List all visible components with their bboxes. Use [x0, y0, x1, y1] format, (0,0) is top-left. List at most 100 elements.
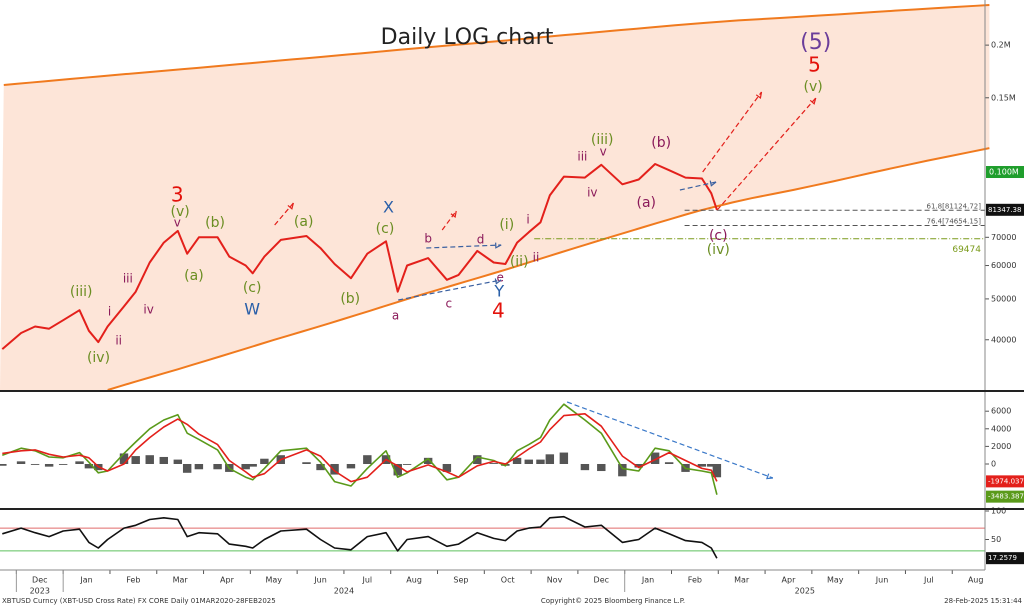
trend-arrow [716, 97, 817, 211]
histogram-bar [194, 463, 204, 470]
wave-label: (v) [804, 79, 823, 95]
x-tick-label: May [827, 576, 844, 585]
histogram-bar [145, 455, 154, 464]
x-tick-label: Jul [923, 576, 934, 585]
histogram-bar [707, 463, 716, 467]
wave-label: (ii) [510, 254, 529, 270]
arrow-head [766, 473, 773, 480]
wave-label: (5) [800, 30, 831, 55]
y-tick-label: 50000 [991, 294, 1016, 303]
histogram-bar [0, 463, 7, 466]
wave-label: W [244, 300, 260, 319]
wave-label: ii [115, 334, 122, 348]
y-tick-label: 0 [991, 459, 996, 468]
wave-label: 4 [492, 299, 505, 323]
histogram-bar [346, 463, 356, 469]
last-value-box [986, 490, 1024, 503]
x-tick-label: May [265, 576, 282, 585]
wave-label: 5 [808, 53, 821, 77]
y-tick-label: 60000 [991, 261, 1016, 270]
x-tick-label: Aug [406, 576, 422, 585]
last-value-box [986, 552, 1024, 565]
wave-label: a [392, 309, 399, 323]
y-tick-label: 0.15M [991, 93, 1016, 102]
x-tick-label: Feb [126, 576, 140, 585]
arrow-head [755, 91, 763, 99]
wave-label: (iii) [70, 284, 93, 300]
channel-fill [0, 5, 990, 390]
wave-label: (a) [184, 268, 204, 284]
series-line [2, 413, 718, 483]
x-tick-label: Oct [501, 576, 515, 585]
histogram-bar [559, 452, 569, 464]
last-value-label: 81347.38 [988, 206, 1021, 214]
histogram-bar [302, 462, 311, 464]
histogram-bar [119, 453, 129, 464]
histogram-bar [248, 463, 257, 467]
plot-layer: 400005000060000700000.15M0.2M0.100M61.8[… [0, 4, 1024, 596]
histogram-bar [159, 456, 168, 464]
wave-label: v [174, 216, 181, 230]
histogram-bar [84, 463, 94, 469]
wave-label: (iii) [591, 132, 614, 148]
y-tick-label: 40000 [991, 335, 1016, 344]
series-line [2, 403, 718, 495]
x-tick-label: Aug [968, 576, 984, 585]
wave-label: iii [123, 272, 133, 286]
wave-label: (b) [340, 291, 360, 307]
wave-label: iv [587, 186, 597, 200]
wave-label: iv [143, 303, 153, 317]
wave-label: (i) [499, 217, 514, 233]
last-value-label: -1974.0371 [988, 477, 1024, 485]
footer-right: 28-Feb-2025 15:31:44 [944, 597, 1022, 605]
histogram-bar [712, 463, 722, 478]
arrow-head [494, 278, 502, 285]
y-tick-label: 50 [991, 535, 1001, 544]
histogram-bar [393, 463, 402, 476]
histogram-bar [442, 463, 452, 472]
last-value-box [986, 475, 1024, 488]
x-tick-label: Jul [361, 576, 372, 585]
y-tick-label: 4000 [991, 424, 1011, 433]
wave-label: v [600, 145, 607, 159]
histogram-bar [545, 454, 555, 464]
histogram-bar [213, 463, 222, 470]
histogram-bar [241, 463, 250, 470]
histogram-bar [330, 463, 339, 475]
histogram-bar [664, 462, 674, 464]
wave-label: Y [493, 282, 504, 301]
histogram-bar [131, 456, 140, 464]
last-value-label: -3483.3875 [988, 493, 1024, 501]
y-tick-label: 0.2M [991, 41, 1011, 50]
x-tick-label: Mar [173, 576, 189, 585]
wave-label: i [526, 213, 529, 227]
footer-center: Copyright© 2025 Bloomberg Finance L.P. [541, 597, 685, 605]
histogram-bar [16, 461, 26, 464]
wave-label: (c) [243, 280, 262, 296]
trend-arrow [441, 210, 457, 231]
x-tick-label: Jun [875, 576, 889, 585]
arrow-head [287, 202, 294, 210]
x-tick-label: Apr [782, 576, 797, 585]
wave-label: (c) [709, 228, 728, 244]
histogram-bar [75, 461, 84, 464]
x-tick-label: Jan [79, 576, 92, 585]
wave-label: i [108, 305, 111, 319]
level-box [986, 166, 1024, 179]
level-label: 69474 [952, 245, 981, 255]
x-tick-label: Apr [220, 576, 235, 585]
wave-label: (v) [171, 204, 190, 220]
histogram-bar [402, 463, 412, 465]
wave-label: (c) [376, 221, 395, 237]
histogram-bar [512, 457, 522, 464]
x-tick-label: Mar [734, 576, 750, 585]
x-tick-label: Feb [688, 576, 702, 585]
arrow-head [495, 242, 502, 249]
trend-arrow [679, 181, 717, 191]
histogram-bar [473, 455, 482, 464]
trend-arrow [398, 279, 502, 301]
x-tick-label: Jan [641, 576, 654, 585]
histogram-bar [316, 463, 325, 471]
last-value-label: 17.2579 [988, 554, 1017, 562]
